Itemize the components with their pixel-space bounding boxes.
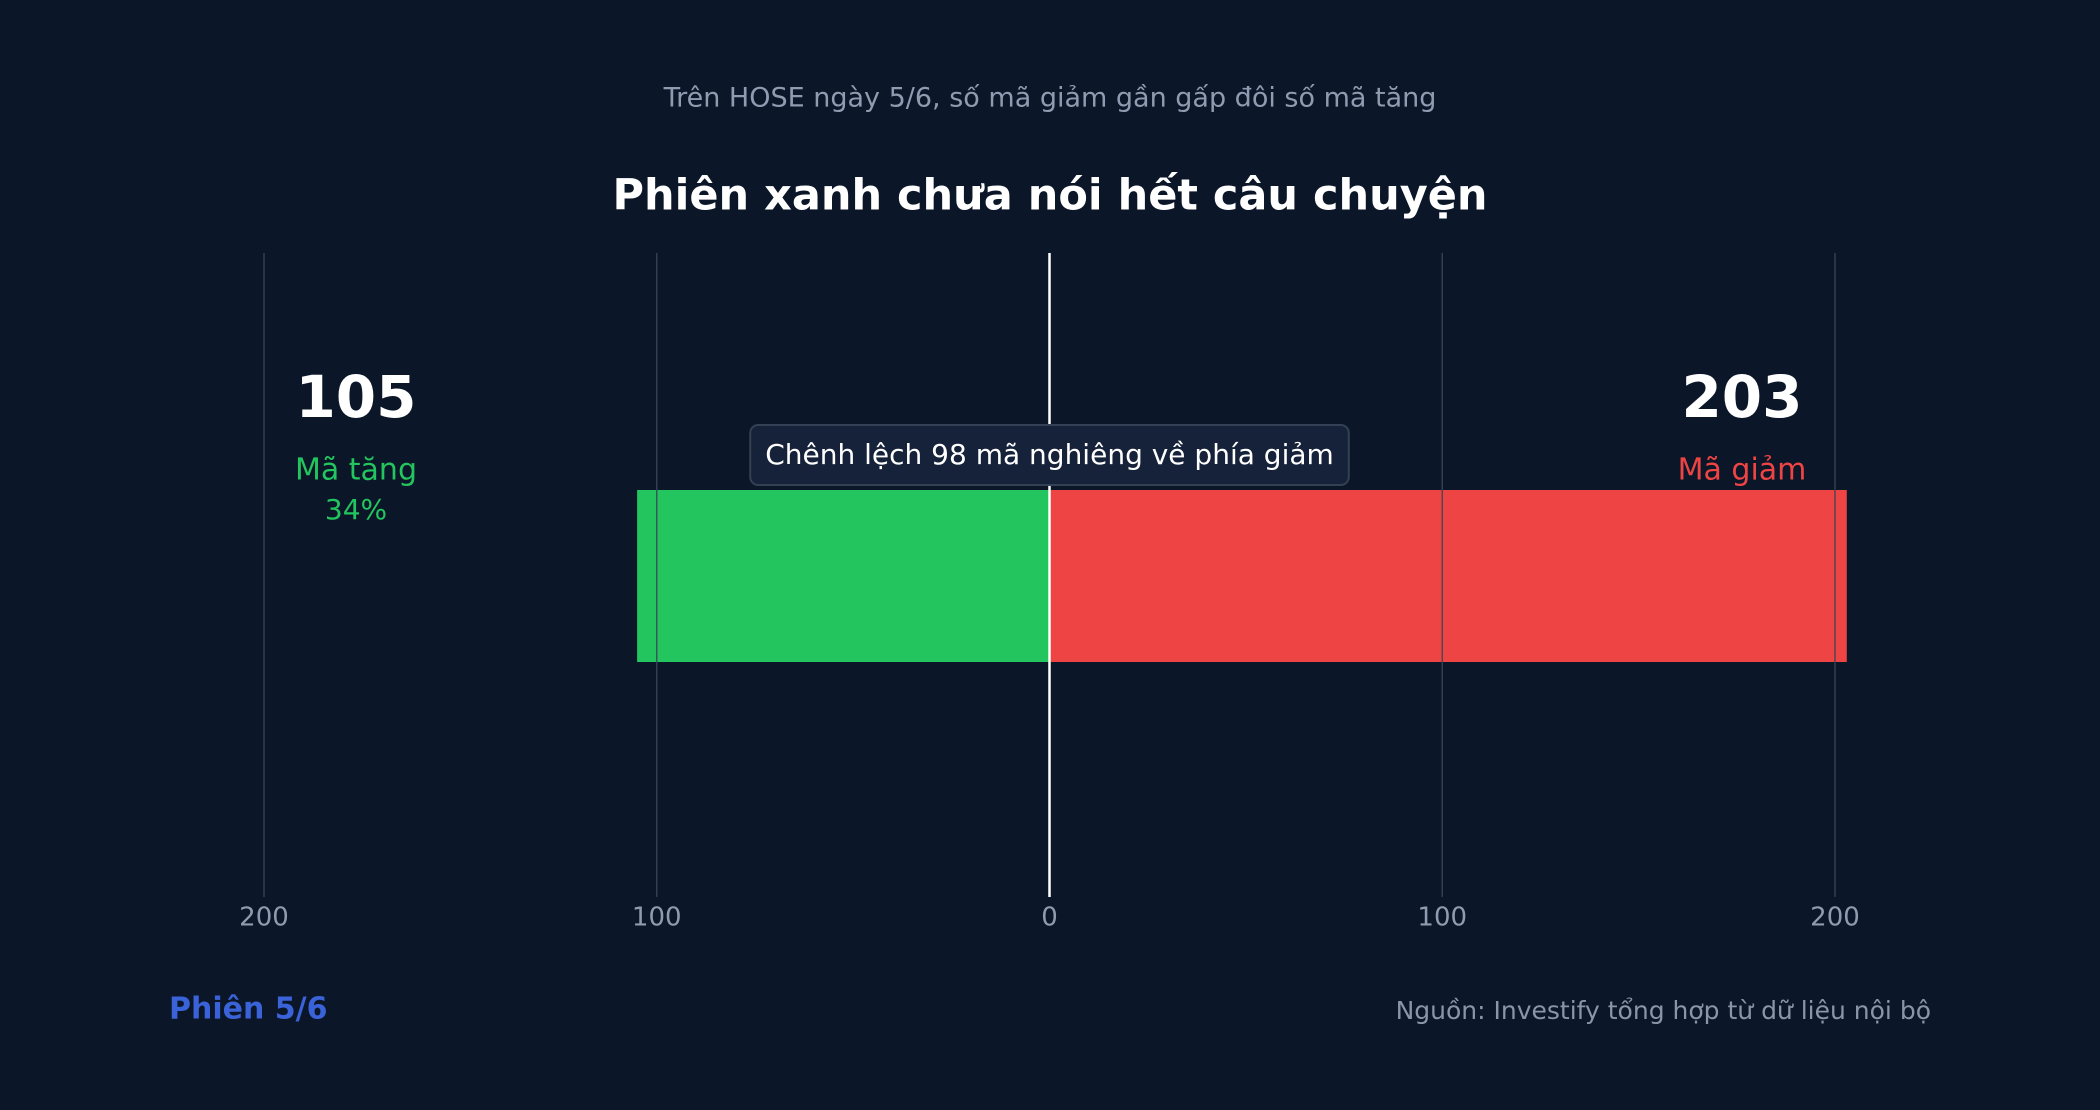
x-tick-label: 0 bbox=[1041, 903, 1058, 933]
session-label: Phiên 5/6 bbox=[169, 992, 327, 1027]
annotation-box bbox=[749, 424, 1350, 486]
annotation: Chênh lệch 98 mã nghiêng về phía giảm bbox=[765, 438, 1334, 471]
x-tick-label: 100 bbox=[1417, 903, 1467, 933]
x-tick-label: 200 bbox=[239, 903, 289, 933]
share-label: 34% bbox=[325, 493, 387, 526]
value-label: 105 bbox=[295, 363, 416, 431]
series-name: Mã giảm bbox=[1678, 453, 1807, 488]
chart-title: Phiên xanh chưa nói hết câu chuyện bbox=[612, 171, 1487, 221]
source-note: Nguồn: Investify tổng hợp từ dữ liệu nội… bbox=[1396, 996, 1931, 1025]
x-tick-label: 200 bbox=[1810, 903, 1860, 933]
plot: 200 100 0 100 200 105 Mã tăng 34% 203 Mã giảm Chên… bbox=[239, 253, 1860, 933]
bar bbox=[1049, 490, 1847, 662]
series-name: Mã tăng bbox=[295, 453, 417, 488]
bar bbox=[637, 490, 1050, 662]
value-label: 203 bbox=[1681, 363, 1802, 431]
chart-subtitle: Trên HOSE ngày 5/6, số mã giảm gần gấp đ… bbox=[663, 83, 1437, 114]
x-tick-label: 100 bbox=[632, 903, 682, 933]
